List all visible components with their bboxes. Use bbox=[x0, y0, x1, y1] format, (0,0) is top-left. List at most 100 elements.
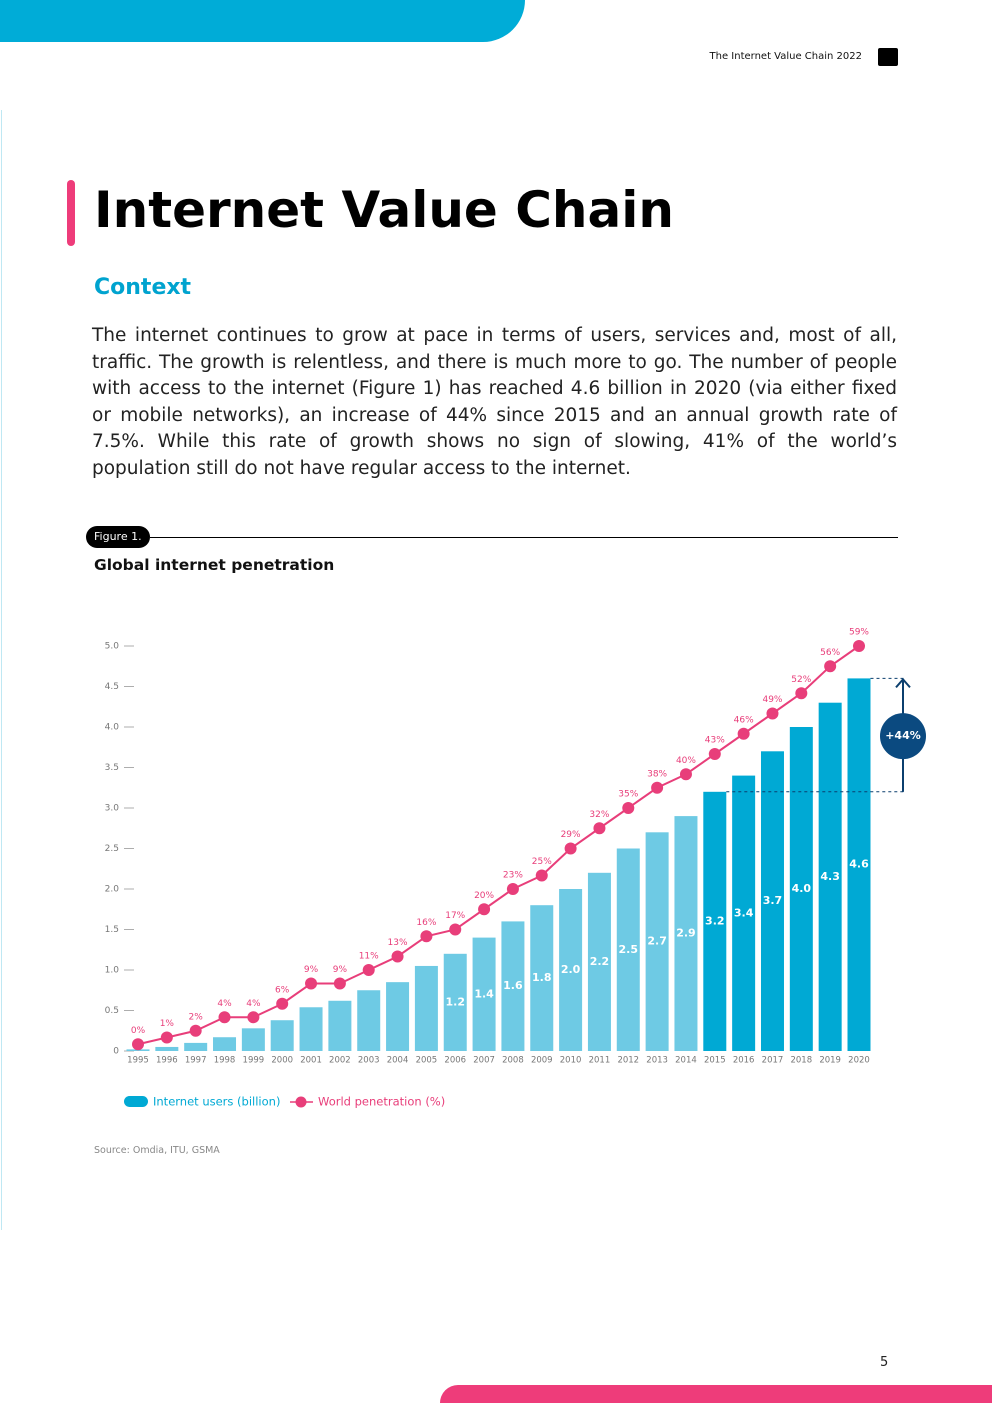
line-value-label: 46% bbox=[734, 715, 754, 725]
line-value-label: 29% bbox=[561, 830, 581, 840]
line-point bbox=[276, 997, 289, 1010]
x-tick-label: 2005 bbox=[416, 1056, 438, 1066]
x-tick-label: 2014 bbox=[675, 1056, 697, 1066]
line-point bbox=[160, 1031, 173, 1044]
line-value-label: 32% bbox=[589, 810, 609, 820]
bar bbox=[847, 678, 871, 1051]
y-tick-label: 4.5 bbox=[105, 682, 119, 692]
bar bbox=[357, 990, 381, 1051]
bar bbox=[184, 1042, 208, 1051]
x-tick-label: 2009 bbox=[531, 1056, 553, 1066]
bar bbox=[818, 702, 842, 1051]
x-tick-label: 2011 bbox=[589, 1056, 611, 1066]
bar-value-label: 2.5 bbox=[619, 943, 639, 956]
line-point bbox=[564, 842, 577, 855]
bar bbox=[443, 953, 467, 1051]
line-value-label: 16% bbox=[416, 918, 436, 928]
bottom-band bbox=[440, 1385, 992, 1403]
annotation-arrowhead bbox=[895, 677, 911, 689]
line-value-label: 1% bbox=[160, 1019, 175, 1029]
legend-swatch bbox=[124, 1096, 148, 1107]
line-point bbox=[362, 964, 375, 976]
x-tick-label: 2019 bbox=[819, 1056, 841, 1066]
line-value-label: 49% bbox=[762, 695, 782, 705]
x-tick-label: 2002 bbox=[329, 1056, 351, 1066]
bar bbox=[501, 921, 525, 1051]
bar-value-label: 2.9 bbox=[676, 927, 696, 940]
line-point bbox=[593, 822, 606, 835]
line-point bbox=[189, 1024, 202, 1037]
bar bbox=[155, 1046, 179, 1051]
bar bbox=[616, 848, 640, 1051]
header-icon bbox=[878, 48, 898, 66]
legend-swatch bbox=[295, 1096, 307, 1108]
x-tick-label: 1999 bbox=[243, 1056, 265, 1066]
line-value-label: 4% bbox=[217, 999, 232, 1009]
x-tick-label: 2006 bbox=[444, 1056, 466, 1066]
bar bbox=[530, 905, 554, 1051]
line-value-label: 20% bbox=[474, 891, 494, 901]
bar bbox=[760, 751, 784, 1051]
x-tick-label: 1998 bbox=[214, 1056, 236, 1066]
source: Source: Omdia, ITU, GSMA bbox=[94, 1145, 220, 1156]
line-point bbox=[449, 923, 462, 936]
line-point bbox=[651, 781, 664, 794]
x-tick-label: 2013 bbox=[646, 1056, 668, 1066]
x-tick-label: 2007 bbox=[473, 1056, 495, 1066]
bar-value-label: 4.3 bbox=[820, 870, 840, 883]
y-tick-label: 2.0 bbox=[105, 885, 120, 895]
bar bbox=[241, 1028, 265, 1051]
annotation-badge bbox=[880, 713, 926, 760]
x-tick-label: 2003 bbox=[358, 1056, 380, 1066]
line-point bbox=[333, 977, 346, 990]
bar-value-label: 3.7 bbox=[763, 894, 783, 907]
bar-value-label: 1.4 bbox=[474, 987, 494, 1000]
line-value-label: 2% bbox=[189, 1012, 204, 1022]
line-point bbox=[824, 660, 837, 673]
y-tick-label: 5.0 bbox=[105, 642, 120, 652]
bar bbox=[472, 937, 496, 1051]
x-tick-label: 1995 bbox=[127, 1056, 149, 1066]
line-value-label: 11% bbox=[359, 952, 379, 962]
x-tick-label: 2020 bbox=[848, 1056, 870, 1066]
bar-value-label: 2.7 bbox=[647, 935, 667, 948]
line-value-label: 0% bbox=[131, 1026, 146, 1036]
line-value-label: 4% bbox=[246, 999, 261, 1009]
line-point bbox=[132, 1038, 144, 1051]
line-point bbox=[478, 903, 491, 916]
line-value-label: 59% bbox=[849, 628, 869, 638]
x-tick-label: 2018 bbox=[790, 1056, 812, 1066]
top-band bbox=[0, 0, 525, 42]
y-tick-label: 1.5 bbox=[105, 925, 119, 935]
bar bbox=[645, 832, 669, 1051]
bar-value-label: 2.2 bbox=[590, 955, 610, 968]
line-value-label: 40% bbox=[676, 756, 696, 766]
line-point bbox=[795, 687, 808, 700]
bar bbox=[386, 982, 410, 1051]
line-value-label: 9% bbox=[333, 965, 348, 975]
line-value-label: 13% bbox=[388, 938, 408, 948]
chart-title: Global internet penetration bbox=[94, 556, 335, 574]
x-tick-label: 2010 bbox=[560, 1056, 582, 1066]
bar bbox=[674, 816, 698, 1051]
line-point bbox=[391, 950, 404, 963]
annotation-text: +44% bbox=[885, 729, 921, 742]
x-tick-label: 2015 bbox=[704, 1056, 726, 1066]
bar-value-label: 1.8 bbox=[532, 971, 552, 984]
bar bbox=[587, 872, 611, 1051]
bar bbox=[703, 791, 727, 1051]
bar-value-label: 4.0 bbox=[792, 882, 812, 895]
line-point bbox=[420, 930, 433, 943]
legend-label: Internet users (billion) bbox=[153, 1095, 280, 1109]
x-tick-label: 2017 bbox=[762, 1056, 784, 1066]
x-tick-label: 2000 bbox=[271, 1056, 293, 1066]
bar-value-label: 2.0 bbox=[561, 963, 581, 976]
line-point bbox=[737, 727, 750, 740]
line-point bbox=[708, 748, 721, 760]
page-number: 5 bbox=[880, 1355, 889, 1370]
x-tick-label: 2008 bbox=[502, 1056, 524, 1066]
line-value-label: 6% bbox=[275, 985, 290, 995]
y-tick-label: 0.5 bbox=[105, 1006, 119, 1016]
